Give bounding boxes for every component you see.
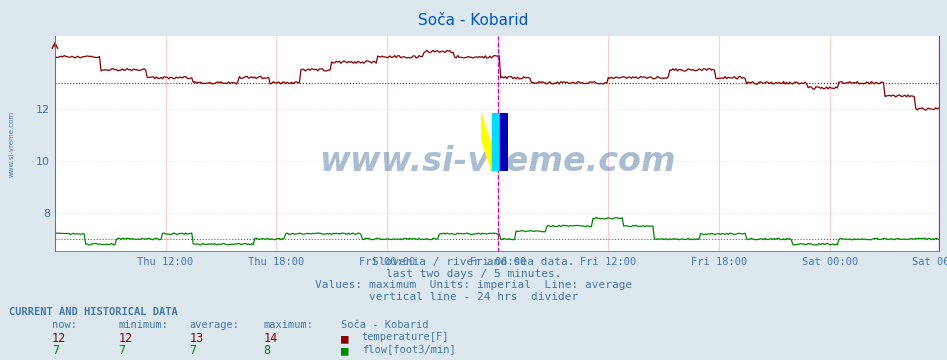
Polygon shape <box>481 113 491 171</box>
Text: 14: 14 <box>263 332 277 345</box>
Text: vertical line - 24 hrs  divider: vertical line - 24 hrs divider <box>369 292 578 302</box>
Polygon shape <box>500 113 508 171</box>
Text: average:: average: <box>189 320 240 330</box>
Text: now:: now: <box>52 320 77 330</box>
Text: ■: ■ <box>341 332 348 345</box>
Text: 7: 7 <box>118 344 126 357</box>
Text: Values: maximum  Units: imperial  Line: average: Values: maximum Units: imperial Line: av… <box>314 280 633 291</box>
Text: minimum:: minimum: <box>118 320 169 330</box>
Text: last two days / 5 minutes.: last two days / 5 minutes. <box>385 269 562 279</box>
Text: CURRENT AND HISTORICAL DATA: CURRENT AND HISTORICAL DATA <box>9 307 178 317</box>
Polygon shape <box>491 113 500 171</box>
Text: 12: 12 <box>118 332 133 345</box>
Text: 12: 12 <box>52 332 66 345</box>
Text: ■: ■ <box>341 344 348 357</box>
Text: temperature[F]: temperature[F] <box>362 332 449 342</box>
Text: 7: 7 <box>189 344 197 357</box>
Text: 7: 7 <box>52 344 60 357</box>
Text: www.si-vreme.com: www.si-vreme.com <box>319 145 676 178</box>
Text: www.si-vreme.com: www.si-vreme.com <box>9 111 14 177</box>
Text: 8: 8 <box>263 344 271 357</box>
Text: Slovenia / river and sea data.: Slovenia / river and sea data. <box>372 257 575 267</box>
Text: Soča - Kobarid: Soča - Kobarid <box>419 13 528 28</box>
Text: flow[foot3/min]: flow[foot3/min] <box>362 344 456 354</box>
Text: Soča - Kobarid: Soča - Kobarid <box>341 320 428 330</box>
Text: maximum:: maximum: <box>263 320 313 330</box>
Text: 13: 13 <box>189 332 204 345</box>
